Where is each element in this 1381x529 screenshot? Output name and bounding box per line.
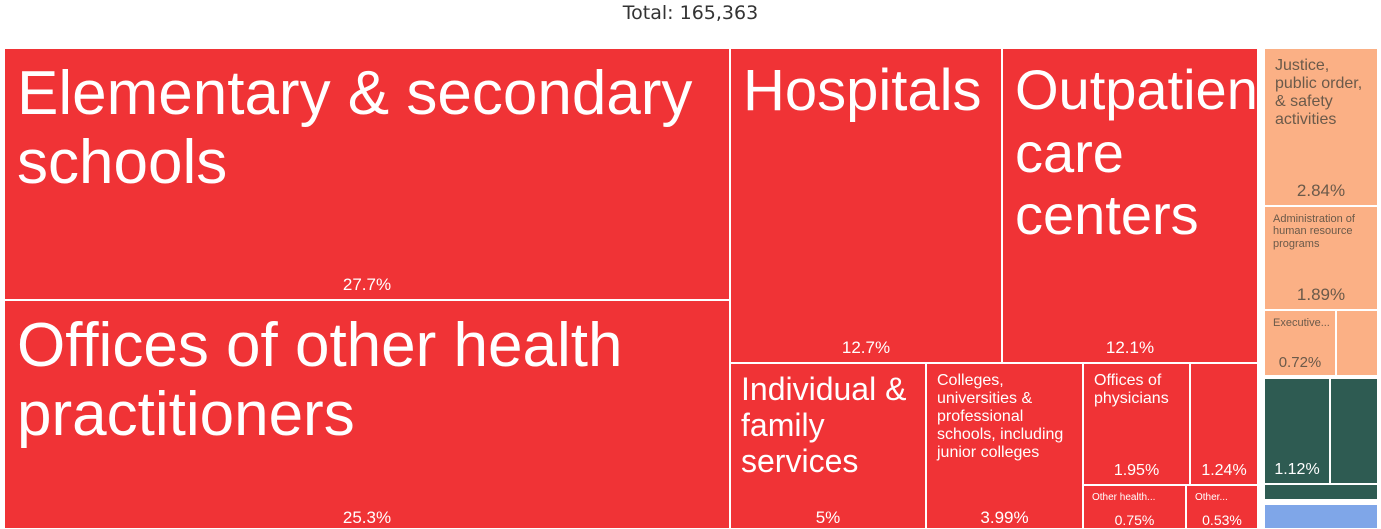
tile-percent-label: 0.75% [1114,512,1155,528]
treemap-tile[interactable]: Individual & family services 5% [730,363,926,529]
tile-label: Other health... [1092,492,1156,503]
tile-label: Individual & family services [741,371,907,479]
treemap-tile[interactable]: Administration of human resource program… [1264,206,1378,310]
treemap-tile[interactable]: 1.12% [1264,378,1330,484]
treemap-tile[interactable] [1264,504,1378,529]
treemap-tile[interactable] [1336,310,1378,376]
tile-label: Elementary & secondary schools [17,59,693,198]
treemap-tile[interactable]: Justice, public order, & safety activiti… [1264,48,1378,206]
treemap-tile[interactable] [1330,378,1378,484]
treemap-tile[interactable]: Outpatient care centers 12.1% [1002,48,1258,363]
treemap-tile[interactable] [1264,484,1378,500]
treemap-tile[interactable]: Offices of physicians 1.95% [1083,363,1190,485]
tile-label: Other... [1195,492,1228,503]
tile-percent-label: 12.7% [841,338,891,357]
tile-label: Offices of other health practitioners [17,311,623,450]
tile-percent-label: 5% [815,508,841,527]
treemap-tile[interactable]: Elementary & secondary schools 27.7% [4,48,730,300]
tile-percent-label: 1.24% [1201,462,1247,479]
tile-percent-label: 1.89% [1296,285,1346,304]
treemap-tile[interactable]: Other health... 0.75% [1083,485,1186,529]
tile-label: Colleges, universities & professional sc… [937,372,1064,461]
tile-label: Administration of human resource program… [1273,213,1355,250]
tile-percent-label: 2.84% [1296,181,1346,200]
tile-percent-label: 27.7% [342,275,392,294]
treemap-tile[interactable]: 1.24% [1190,363,1258,485]
chart-total-label: Total: 165,363 [622,2,759,24]
tile-label: Hospitals [743,58,982,123]
tile-percent-label: 1.95% [1113,462,1160,479]
treemap-tile[interactable]: Colleges, universities & professional sc… [926,363,1083,529]
tile-percent-label: 0.72% [1278,354,1322,371]
tile-percent-label: 12.1% [1105,338,1155,357]
treemap-tile[interactable]: Executive... 0.72% [1264,310,1336,376]
tile-label: Outpatient care centers [1015,58,1258,247]
tile-percent-label: 0.53% [1202,512,1242,528]
tile-percent-label: 1.12% [1274,461,1320,478]
treemap-tile[interactable]: Other... 0.53% [1186,485,1258,529]
tile-label: Executive... [1273,317,1330,329]
treemap-tile[interactable]: Hospitals 12.7% [730,48,1002,363]
tile-label: Offices of physicians [1094,372,1169,407]
tile-percent-label: 3.99% [980,508,1029,527]
treemap-tile[interactable]: Offices of other health practitioners 25.… [4,300,730,529]
tile-label: Justice, public order, & safety activiti… [1275,57,1363,128]
tile-percent-label: 25.3% [342,508,392,527]
